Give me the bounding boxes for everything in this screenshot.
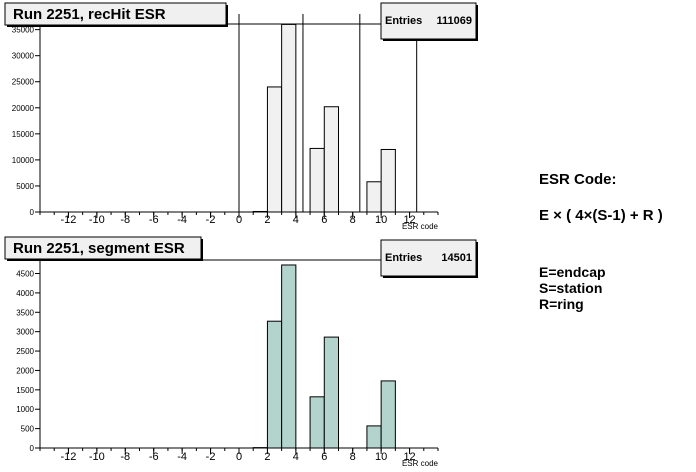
histogram-panel-1: -12 -10 -8 -6 -4 -2 0 2 4 6 8 10 12 0 5000 10000 15000 20… bbox=[4, 2, 478, 231]
x-tick-label: -2 bbox=[206, 451, 216, 463]
histogram-bar bbox=[366, 425, 382, 449]
x-tick-label: 4 bbox=[293, 214, 299, 226]
histogram-bar bbox=[380, 380, 396, 449]
histogram-bar bbox=[323, 106, 339, 213]
x-axis-title: ESR code bbox=[402, 222, 439, 231]
histogram-bar bbox=[266, 86, 283, 213]
y-tick-label: 20000 bbox=[12, 104, 35, 113]
y-tick-label: 3500 bbox=[16, 308, 34, 317]
histogram-bar bbox=[366, 181, 382, 213]
y-tick-label: 4500 bbox=[16, 270, 34, 279]
x-tick-label: -2 bbox=[206, 214, 216, 226]
legend-endcap: E=endcap bbox=[539, 264, 606, 280]
x-tick-label: -10 bbox=[89, 214, 105, 226]
x-tick-label: -6 bbox=[149, 451, 159, 463]
stats-box bbox=[380, 2, 477, 40]
x-tick-label: 12 bbox=[403, 451, 415, 463]
histogram-title: Run 2251, recHit ESR bbox=[13, 6, 166, 23]
histogram-bar bbox=[266, 320, 283, 449]
x-tick-label: -4 bbox=[177, 214, 187, 226]
x-tick-label: 10 bbox=[375, 214, 387, 226]
histogram-title: Run 2251, segment ESR bbox=[13, 240, 185, 257]
x-tick-label: -6 bbox=[149, 214, 159, 226]
esr-formula: E × ( 4×(S-1) + R ) bbox=[539, 207, 663, 224]
stats-value: 14501 bbox=[441, 252, 472, 264]
y-tick-label: 3000 bbox=[16, 328, 34, 337]
x-tick-label: 12 bbox=[403, 214, 415, 226]
x-tick-label: 0 bbox=[236, 214, 242, 226]
title-box bbox=[4, 236, 202, 260]
legend-ring: R=ring bbox=[539, 296, 584, 312]
y-tick-label: 4000 bbox=[16, 289, 34, 298]
y-tick-label: 1500 bbox=[16, 386, 34, 395]
x-tick-label: 10 bbox=[375, 451, 387, 463]
stats-value: 111069 bbox=[437, 15, 473, 27]
histogram-panel-2: -12 -10 -8 -6 -4 -2 0 2 4 6 8 10 12 0 500 1000 1500 2000 2… bbox=[4, 236, 478, 468]
y-tick-label: 2000 bbox=[16, 366, 34, 375]
stats-label: Entries bbox=[385, 15, 422, 27]
y-tick-label: 500 bbox=[21, 425, 35, 434]
histogram-bar bbox=[309, 147, 325, 213]
x-tick-label: -12 bbox=[60, 451, 76, 463]
title-box bbox=[4, 2, 227, 26]
x-tick-label: 6 bbox=[321, 214, 327, 226]
x-tick-label: -4 bbox=[177, 451, 187, 463]
y-tick-label: 2500 bbox=[16, 347, 34, 356]
y-tick-label: 15000 bbox=[12, 130, 35, 139]
stats-label: Entries bbox=[385, 252, 422, 264]
x-tick-label: 2 bbox=[264, 214, 270, 226]
y-tick-label: 0 bbox=[30, 444, 35, 453]
histogram-bar bbox=[281, 264, 297, 449]
legend-station: S=station bbox=[539, 280, 603, 296]
x-tick-label: 8 bbox=[350, 451, 356, 463]
x-tick-label: 8 bbox=[350, 214, 356, 226]
x-tick-label: -12 bbox=[60, 214, 76, 226]
histogram-bar bbox=[309, 396, 325, 449]
x-tick-label: -8 bbox=[120, 451, 130, 463]
y-tick-label: 30000 bbox=[12, 52, 35, 61]
y-tick-label: 5000 bbox=[16, 182, 34, 191]
x-tick-label: -10 bbox=[89, 451, 105, 463]
x-axis-title: ESR code bbox=[402, 459, 439, 468]
x-tick-label: 2 bbox=[264, 451, 270, 463]
x-tick-label: -8 bbox=[120, 214, 130, 226]
stats-box bbox=[380, 239, 477, 277]
y-tick-label: 10000 bbox=[12, 156, 35, 165]
y-tick-label: 35000 bbox=[12, 26, 35, 35]
x-tick-label: 4 bbox=[293, 451, 299, 463]
x-tick-label: 0 bbox=[236, 451, 242, 463]
esr-code-heading: ESR Code: bbox=[539, 171, 617, 188]
y-tick-label: 1000 bbox=[16, 405, 34, 414]
histogram-bar bbox=[380, 148, 396, 213]
y-tick-label: 0 bbox=[30, 208, 35, 217]
histogram-bar bbox=[323, 336, 339, 449]
esr-legend: E=endcap S=station R=ring bbox=[539, 264, 606, 312]
histogram-bar bbox=[281, 23, 297, 213]
x-tick-label: 6 bbox=[321, 451, 327, 463]
y-tick-label: 25000 bbox=[12, 78, 35, 87]
